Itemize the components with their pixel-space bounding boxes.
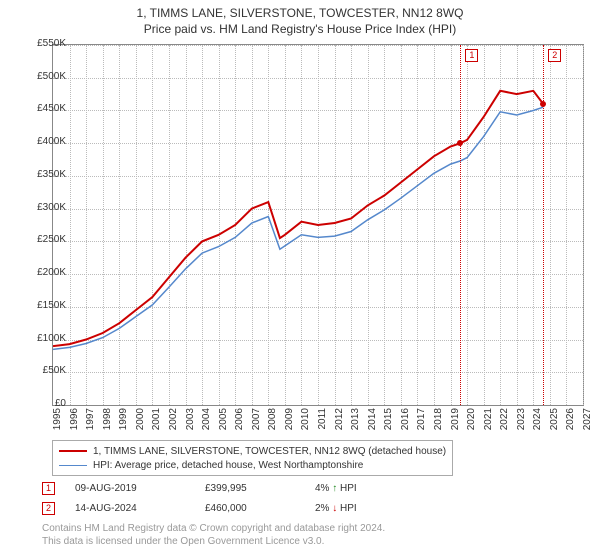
x-axis-tick-label: 2020: [466, 408, 477, 436]
transaction-delta: 2% ↓ HPI: [315, 503, 415, 514]
line-series-svg: [53, 45, 583, 405]
y-axis-tick-label: £550K: [18, 38, 66, 49]
marker-dot-icon: [540, 101, 546, 107]
y-axis-tick-label: £50K: [18, 365, 66, 376]
x-axis-tick-label: 2005: [218, 408, 229, 436]
transaction-marker-icon: 1: [42, 482, 55, 495]
transaction-table: 1 09-AUG-2019 £399,995 4% ↑ HPI 2 14-AUG…: [42, 478, 415, 518]
transaction-price: £399,995: [205, 483, 315, 494]
footer-line: Contains HM Land Registry data © Crown c…: [42, 522, 385, 535]
transaction-date: 14-AUG-2024: [75, 503, 205, 514]
y-axis-tick-label: £150K: [18, 300, 66, 311]
x-axis-tick-label: 2024: [532, 408, 543, 436]
x-axis-tick-label: 2014: [367, 408, 378, 436]
x-axis-tick-label: 2000: [135, 408, 146, 436]
x-axis-tick-label: 2026: [565, 408, 576, 436]
legend-label: 1, TIMMS LANE, SILVERSTONE, TOWCESTER, N…: [93, 446, 446, 457]
x-axis-tick-label: 2011: [317, 408, 328, 436]
x-axis-tick-label: 2004: [201, 408, 212, 436]
x-axis-tick-label: 2019: [450, 408, 461, 436]
x-axis-tick-label: 2021: [483, 408, 494, 436]
chart-title: 1, TIMMS LANE, SILVERSTONE, TOWCESTER, N…: [0, 0, 600, 20]
y-axis-tick-label: £200K: [18, 267, 66, 278]
y-axis-tick-label: £400K: [18, 136, 66, 147]
x-axis-tick-label: 1996: [69, 408, 80, 436]
legend: 1, TIMMS LANE, SILVERSTONE, TOWCESTER, N…: [52, 440, 453, 476]
marker-vline: [460, 45, 461, 405]
x-axis-tick-label: 2015: [383, 408, 394, 436]
x-axis-tick-label: 2016: [400, 408, 411, 436]
x-axis-tick-label: 2001: [151, 408, 162, 436]
series-line-hpi: [53, 107, 543, 349]
transaction-date: 09-AUG-2019: [75, 483, 205, 494]
x-axis-tick-label: 2010: [300, 408, 311, 436]
chart-container: 1, TIMMS LANE, SILVERSTONE, TOWCESTER, N…: [0, 0, 600, 560]
series-line-price_paid: [53, 91, 543, 346]
x-axis-tick-label: 2003: [185, 408, 196, 436]
y-axis-tick-label: £500K: [18, 71, 66, 82]
x-axis-tick-label: 2007: [251, 408, 262, 436]
x-axis-tick-label: 1995: [52, 408, 63, 436]
marker-label: 2: [548, 49, 561, 62]
marker-vline: [543, 45, 544, 405]
footer-attribution: Contains HM Land Registry data © Crown c…: [42, 522, 385, 548]
x-axis-tick-label: 2006: [234, 408, 245, 436]
y-axis-tick-label: £350K: [18, 169, 66, 180]
chart-subtitle: Price paid vs. HM Land Registry's House …: [0, 20, 600, 36]
x-axis-tick-label: 1997: [85, 408, 96, 436]
legend-swatch: [59, 450, 87, 452]
transaction-delta: 4% ↑ HPI: [315, 483, 415, 494]
y-axis-tick-label: £300K: [18, 202, 66, 213]
x-axis-tick-label: 2008: [267, 408, 278, 436]
x-axis-tick-label: 2022: [499, 408, 510, 436]
transaction-price: £460,000: [205, 503, 315, 514]
legend-item: HPI: Average price, detached house, West…: [59, 458, 446, 472]
footer-line: This data is licensed under the Open Gov…: [42, 535, 385, 548]
x-axis-tick-label: 2027: [582, 408, 593, 436]
x-axis-tick-label: 2002: [168, 408, 179, 436]
transaction-row: 1 09-AUG-2019 £399,995 4% ↑ HPI: [42, 478, 415, 498]
x-axis-tick-label: 1999: [118, 408, 129, 436]
y-axis-tick-label: £450K: [18, 103, 66, 114]
x-axis-tick-label: 2017: [416, 408, 427, 436]
legend-item: 1, TIMMS LANE, SILVERSTONE, TOWCESTER, N…: [59, 444, 446, 458]
marker-dot-icon: [457, 140, 463, 146]
transaction-row: 2 14-AUG-2024 £460,000 2% ↓ HPI: [42, 498, 415, 518]
x-axis-tick-label: 2018: [433, 408, 444, 436]
x-axis-tick-label: 2009: [284, 408, 295, 436]
legend-swatch: [59, 465, 87, 466]
y-axis-tick-label: £250K: [18, 234, 66, 245]
x-axis-tick-label: 2025: [549, 408, 560, 436]
x-axis-tick-label: 2012: [334, 408, 345, 436]
legend-label: HPI: Average price, detached house, West…: [93, 460, 363, 471]
y-axis-tick-label: £100K: [18, 333, 66, 344]
transaction-marker-icon: 2: [42, 502, 55, 515]
marker-label: 1: [465, 49, 478, 62]
x-axis-tick-label: 2023: [516, 408, 527, 436]
plot-area: 12: [52, 44, 584, 406]
x-axis-tick-label: 2013: [350, 408, 361, 436]
x-axis-tick-label: 1998: [102, 408, 113, 436]
